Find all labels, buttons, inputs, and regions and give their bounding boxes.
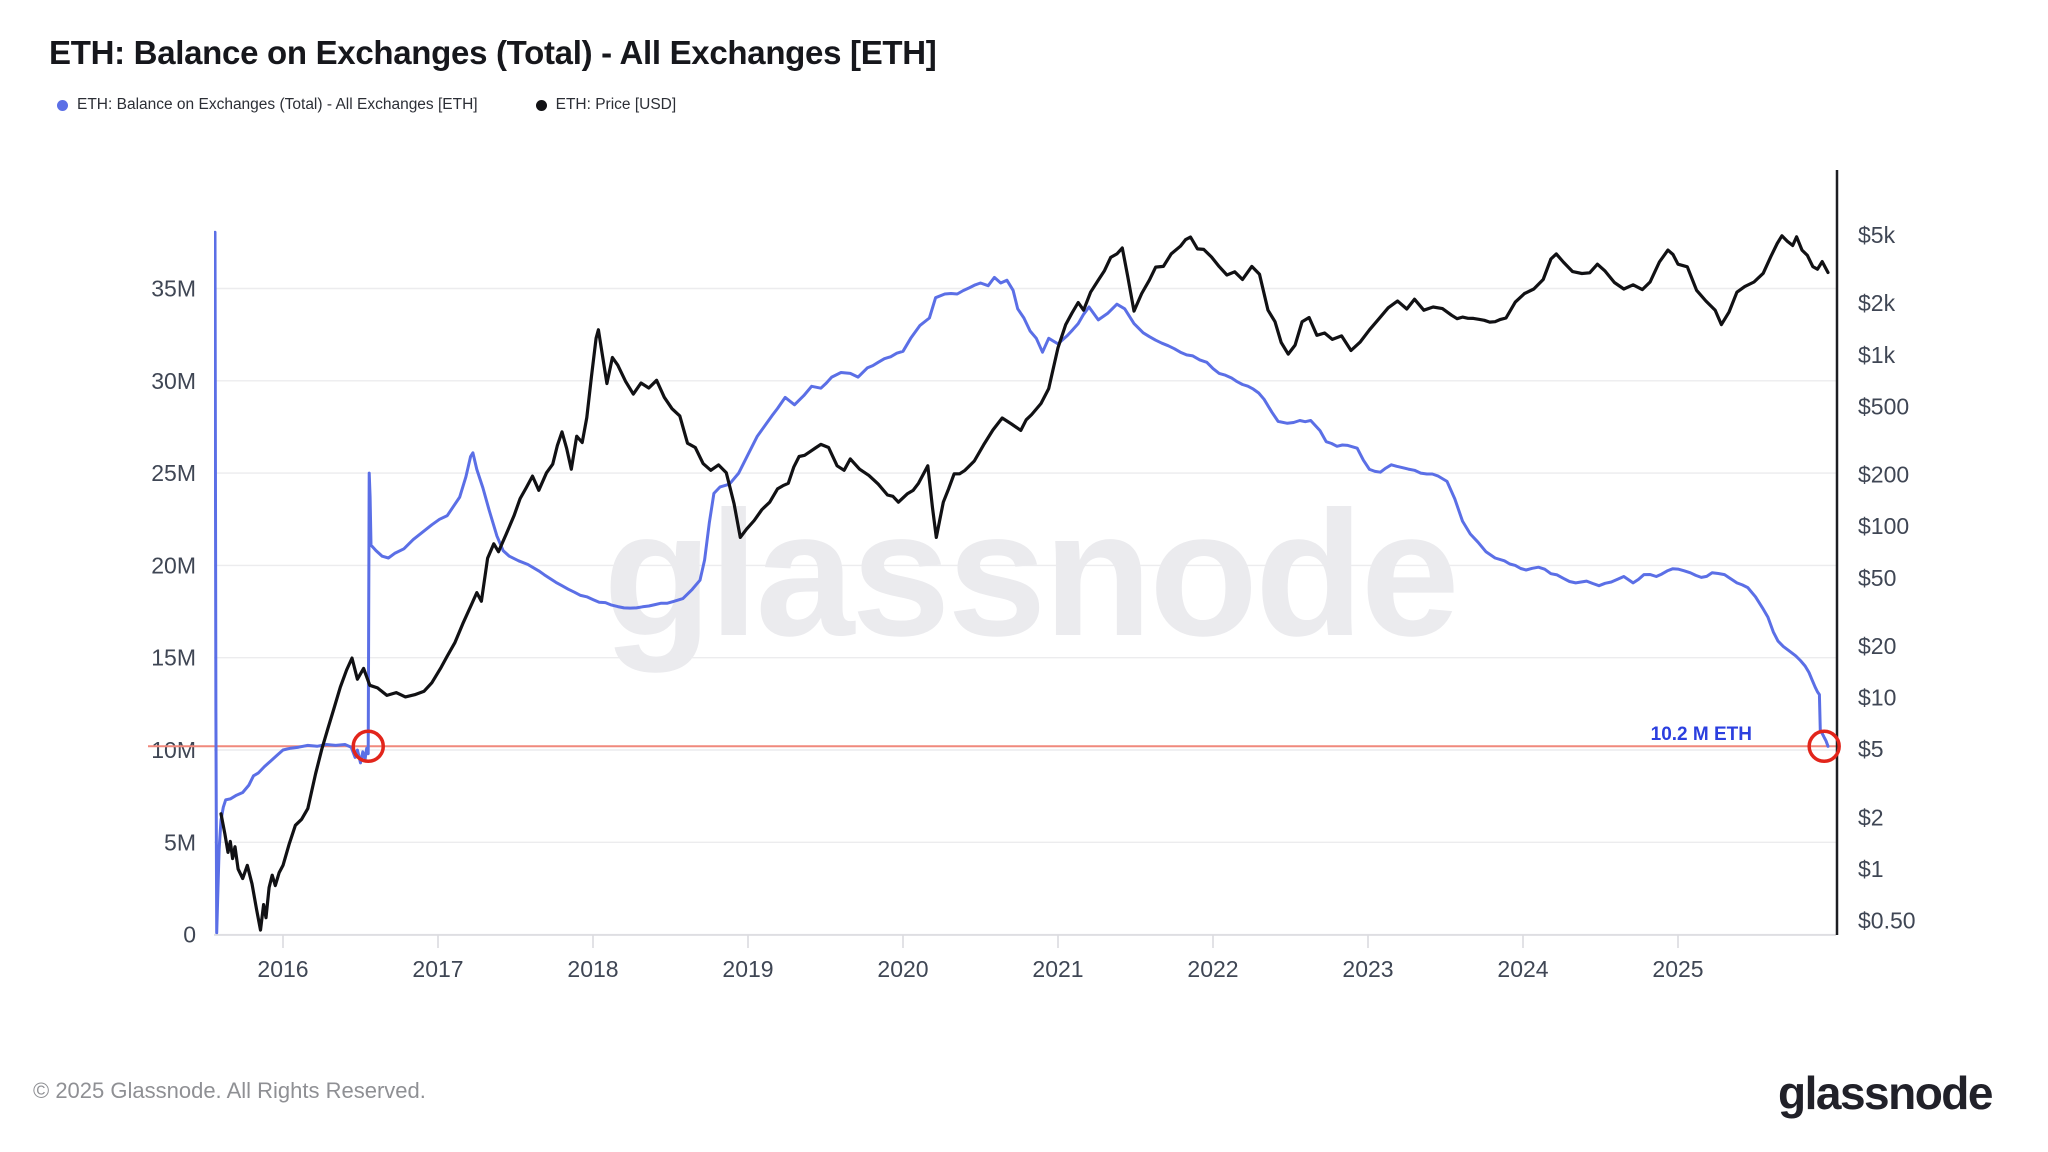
gridlines	[214, 287, 1836, 948]
y-left-tick-label: 10M	[151, 737, 196, 763]
y-right-tick-label: $10	[1858, 685, 1896, 711]
chart-legend: ETH: Balance on Exchanges (Total) - All …	[57, 96, 676, 114]
copyright-text: © 2025 Glassnode. All Rights Reserved.	[33, 1078, 426, 1103]
legend-dot-price-icon	[535, 99, 547, 111]
x-tick-label: 2016	[257, 956, 308, 982]
x-tick-label: 2018	[567, 956, 618, 982]
x-tick-label: 2025	[1652, 956, 1703, 982]
y-right-tick-label: $500	[1858, 393, 1909, 419]
y-right-tick-label: $2k	[1858, 290, 1896, 316]
x-tick-label: 2021	[1032, 956, 1083, 982]
y-left-tick-label: 25M	[151, 460, 196, 486]
y-right-tick-label: $1	[1858, 856, 1884, 882]
legend-label-balance: ETH: Balance on Exchanges (Total) - All …	[77, 96, 478, 113]
highlight-circle	[351, 729, 385, 764]
y-right-tick-label: $5k	[1858, 222, 1896, 248]
balance-series-line	[214, 230, 1830, 935]
y-right-tick-label: $1k	[1858, 342, 1896, 368]
y-left-tick-label: 30M	[151, 368, 196, 394]
legend-label-price: ETH: Price [USD]	[555, 96, 677, 113]
y-right-tick-label: $0.50	[1858, 908, 1916, 934]
y-right-tick-label: $5	[1858, 736, 1884, 762]
y-right-tick-label: $20	[1858, 633, 1896, 659]
y-right-tick-label: $200	[1858, 462, 1909, 488]
legend-item-price[interactable]: ETH: Price [USD]	[535, 96, 677, 114]
x-tick-label: 2017	[412, 956, 463, 982]
price-series-line	[219, 234, 1830, 932]
highlight-annotation: 10.2 M ETH	[1651, 724, 1752, 745]
y-right-tick-label: $50	[1858, 565, 1896, 591]
x-tick-label: 2024	[1497, 956, 1548, 982]
x-tick-label: 2022	[1187, 956, 1238, 982]
highlight-circle	[1807, 729, 1841, 764]
legend-item-balance[interactable]: ETH: Balance on Exchanges (Total) - All …	[57, 96, 478, 114]
legend-dot-balance-icon	[57, 99, 68, 111]
x-tick-label: 2023	[1342, 956, 1393, 982]
glassnode-logo: glassnode	[1777, 1067, 1994, 1119]
page-title: ETH: Balance on Exchanges (Total) - All …	[49, 34, 937, 71]
y-left-tick-label: 35M	[151, 276, 196, 302]
y-left-tick-label: 0	[183, 922, 196, 948]
x-tick-label: 2020	[877, 956, 928, 982]
y-left-tick-label: 20M	[151, 552, 196, 578]
glassnode-watermark: glassnode	[603, 474, 1456, 673]
x-tick-label: 2019	[722, 956, 773, 982]
y-right-tick-label: $100	[1858, 513, 1909, 539]
y-left-tick-label: 15M	[151, 645, 196, 671]
y-right-tick-label: $2	[1858, 804, 1884, 830]
y-left-tick-label: 5M	[164, 829, 196, 855]
